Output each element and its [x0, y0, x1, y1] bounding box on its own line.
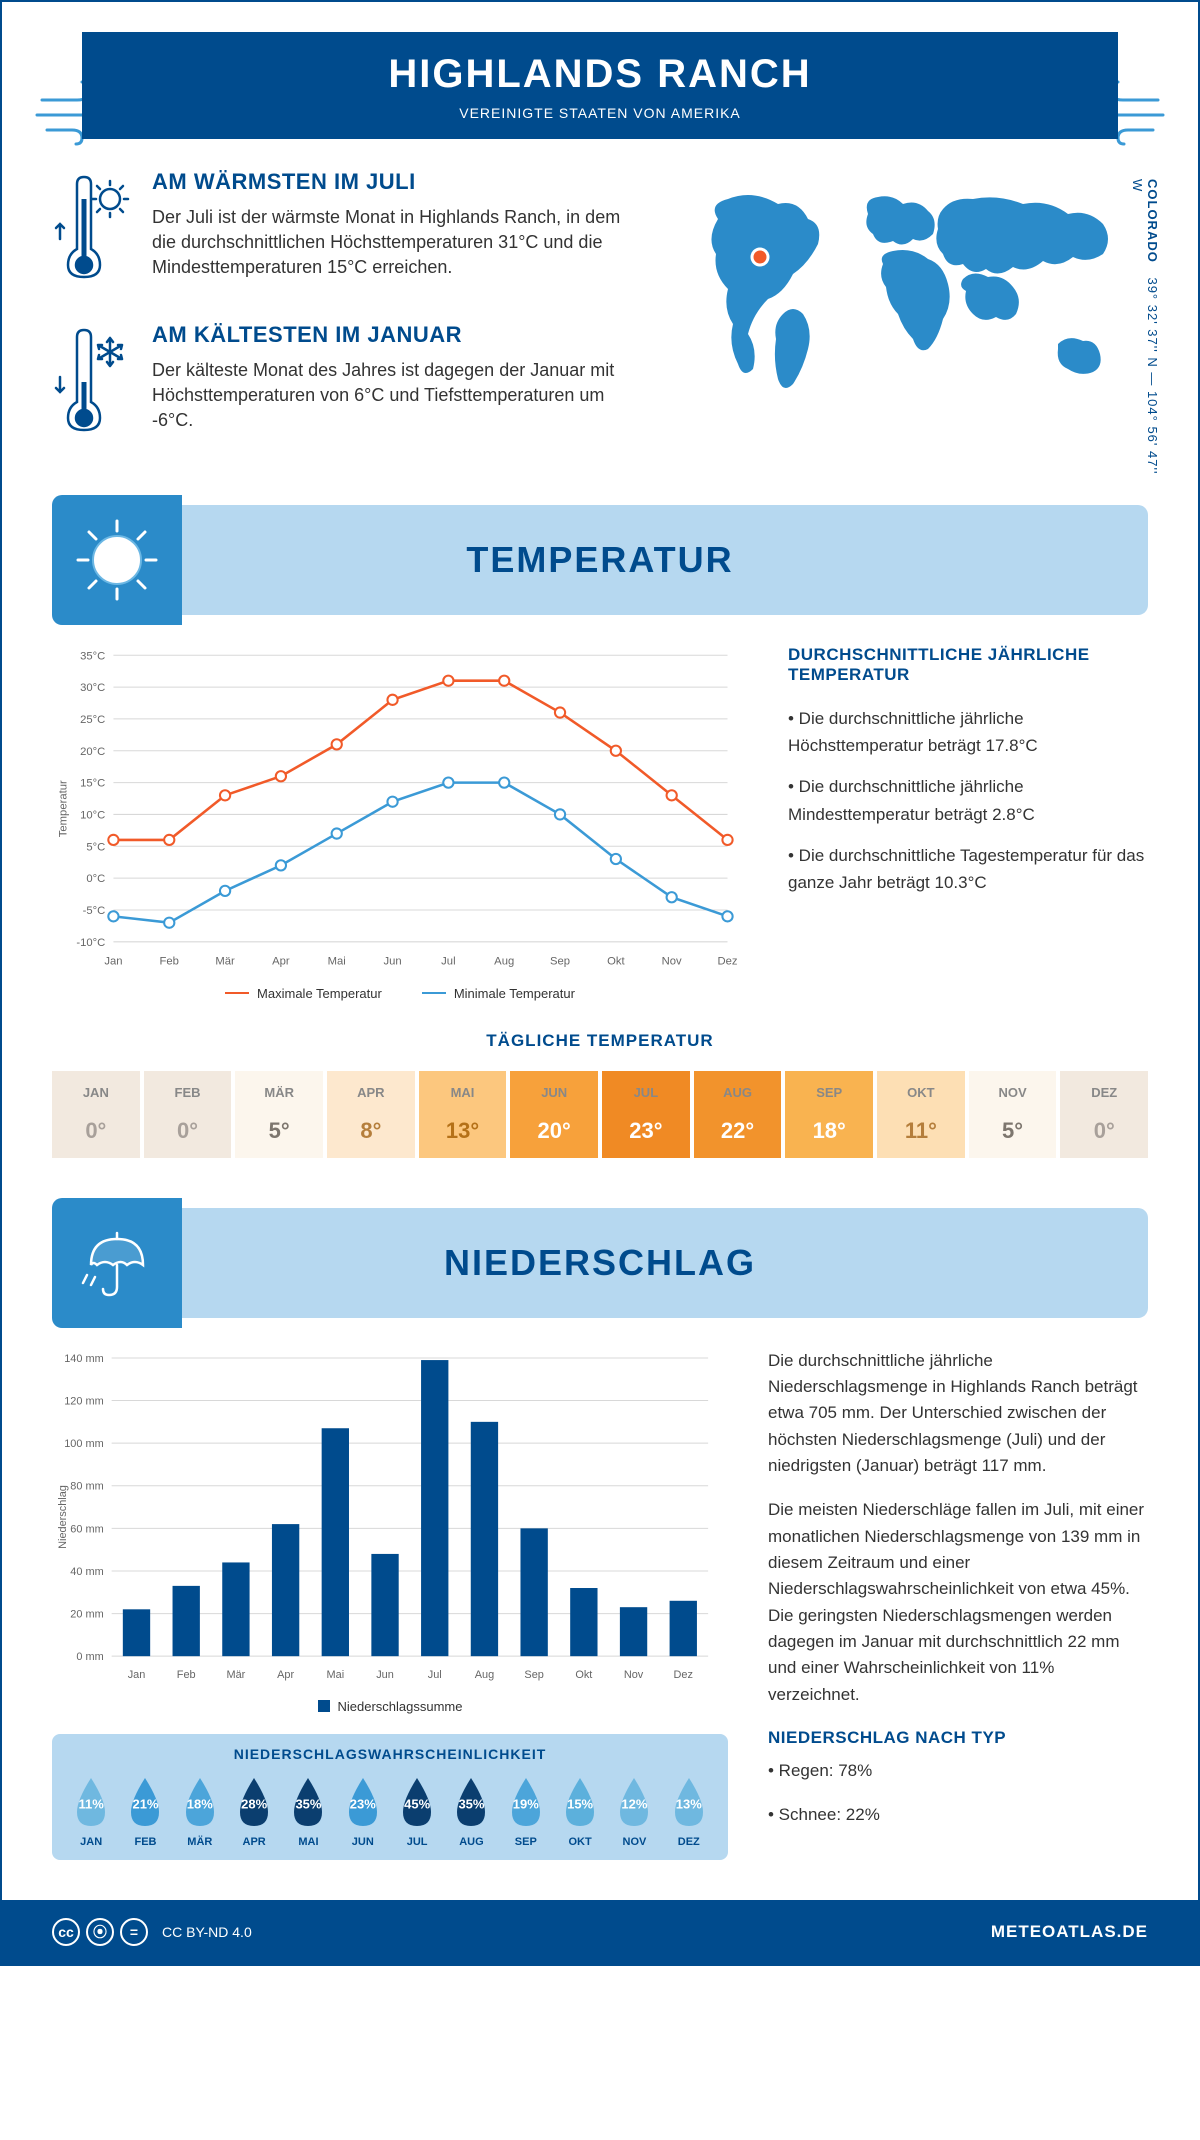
svg-text:60 mm: 60 mm [70, 1523, 103, 1535]
svg-text:Dez: Dez [674, 1669, 693, 1681]
svg-text:Jul: Jul [441, 955, 455, 967]
coordinates: COLORADO 39° 32' 37'' N — 104° 56' 47'' … [1130, 179, 1160, 475]
temp-cell: APR8° [327, 1071, 415, 1158]
probability-drop: 35%MAI [283, 1774, 333, 1848]
warmest-block: AM WÄRMSTEN IM JULI Der Juli ist der wär… [52, 169, 638, 294]
coldest-title: AM KÄLTESTEN IM JANUAR [152, 322, 638, 348]
precipitation-bar-chart: 0 mm 20 mm 40 mm 60 mm 80 mm 100 mm 120 mm 140 … [52, 1348, 728, 1714]
temperature-line-chart: -10°C -5°C 0°C 5°C 10°C 15°C 20°C 25°C 30°C 35°C J… [52, 645, 748, 1001]
svg-text:Sep: Sep [550, 955, 570, 967]
license-text: CC BY-ND 4.0 [162, 1924, 252, 1940]
svg-text:30°C: 30°C [80, 682, 105, 694]
probability-drop: 15%OKT [555, 1774, 605, 1848]
svg-text:Jun: Jun [383, 955, 401, 967]
svg-text:20 mm: 20 mm [70, 1608, 103, 1620]
svg-text:Sep: Sep [524, 1669, 543, 1681]
temp-cell: MÄR5° [235, 1071, 323, 1158]
svg-text:Aug: Aug [494, 955, 514, 967]
svg-text:-5°C: -5°C [83, 905, 106, 917]
svg-text:Okt: Okt [607, 955, 625, 967]
probability-drop: 23%JUN [338, 1774, 388, 1848]
svg-text:Jan: Jan [104, 955, 122, 967]
temp-cell: SEP18° [785, 1071, 873, 1158]
svg-text:40 mm: 40 mm [70, 1565, 103, 1577]
temp-cell: OKT11° [877, 1071, 965, 1158]
temp-cell: FEB0° [144, 1071, 232, 1158]
world-map [668, 169, 1148, 409]
svg-text:Aug: Aug [475, 1669, 494, 1681]
warmest-text: Der Juli ist der wärmste Monat in Highla… [152, 205, 638, 281]
page-subtitle: VEREINIGTE STAATEN VON AMERIKA [82, 105, 1118, 121]
svg-text:0 mm: 0 mm [76, 1651, 103, 1663]
svg-text:0°C: 0°C [86, 873, 105, 885]
svg-text:15°C: 15°C [80, 778, 105, 790]
probability-drop: 45%JUL [392, 1774, 442, 1848]
svg-text:10°C: 10°C [80, 810, 105, 822]
svg-text:Nov: Nov [624, 1669, 644, 1681]
temp-cell: JUN20° [510, 1071, 598, 1158]
temp-cell: DEZ0° [1060, 1071, 1148, 1158]
temp-cell: NOV5° [969, 1071, 1057, 1158]
probability-drop: 28%APR [229, 1774, 279, 1848]
thermometer-cold-icon [52, 322, 132, 442]
coldest-block: AM KÄLTESTEN IM JANUAR Der kälteste Mona… [52, 322, 638, 447]
warmest-title: AM WÄRMSTEN IM JULI [152, 169, 638, 195]
svg-text:80 mm: 80 mm [70, 1480, 103, 1492]
probability-drop: 35%AUG [446, 1774, 496, 1848]
precipitation-text: Die durchschnittliche jährliche Niedersc… [768, 1348, 1148, 1860]
precipitation-probability: NIEDERSCHLAGSWAHRSCHEINLICHKEIT 11%JAN21… [52, 1734, 728, 1860]
temp-cell: JAN0° [52, 1071, 140, 1158]
page-footer: cc⦿= CC BY-ND 4.0 METEOATLAS.DE [2, 1900, 1198, 1964]
temp-cell: JUL23° [602, 1071, 690, 1158]
temperature-section-header: TEMPERATUR [52, 505, 1148, 615]
svg-text:35°C: 35°C [80, 650, 105, 662]
svg-text:Mai: Mai [328, 955, 346, 967]
coldest-text: Der kälteste Monat des Jahres ist dagege… [152, 358, 638, 434]
precipitation-legend: Niederschlagssumme [52, 1699, 728, 1714]
temp-cell: MAI13° [419, 1071, 507, 1158]
svg-text:Niederschlag: Niederschlag [57, 1485, 69, 1549]
probability-drop: 19%SEP [501, 1774, 551, 1848]
svg-text:Apr: Apr [277, 1669, 294, 1681]
page-header: HIGHLANDS RANCH VEREINIGTE STAATEN VON A… [82, 32, 1118, 139]
probability-drop: 12%NOV [609, 1774, 659, 1848]
svg-text:Dez: Dez [718, 955, 738, 967]
svg-text:Mär: Mär [227, 1669, 246, 1681]
svg-text:5°C: 5°C [86, 841, 105, 853]
svg-text:-10°C: -10°C [76, 937, 105, 949]
svg-text:Temperatur: Temperatur [57, 780, 69, 837]
page-title: HIGHLANDS RANCH [82, 52, 1118, 97]
svg-text:Feb: Feb [177, 1669, 196, 1681]
probability-drop: 13%DEZ [664, 1774, 714, 1848]
temp-cell: AUG22° [694, 1071, 782, 1158]
thermometer-hot-icon [52, 169, 132, 289]
umbrella-icon [77, 1223, 157, 1303]
temperature-summary: DURCHSCHNITTLICHE JÄHRLICHE TEMPERATUR •… [788, 645, 1148, 1001]
svg-text:Okt: Okt [575, 1669, 592, 1681]
daily-temperature-table: TÄGLICHE TEMPERATUR JAN0°FEB0°MÄR5°APR8°… [52, 1031, 1148, 1158]
sun-icon [72, 515, 162, 605]
svg-text:Jan: Jan [128, 1669, 146, 1681]
svg-text:20°C: 20°C [80, 746, 105, 758]
site-name: METEOATLAS.DE [991, 1922, 1148, 1942]
svg-text:120 mm: 120 mm [64, 1395, 103, 1407]
svg-text:Nov: Nov [662, 955, 682, 967]
probability-drop: 18%MÄR [175, 1774, 225, 1848]
svg-text:140 mm: 140 mm [64, 1352, 103, 1364]
svg-text:Jul: Jul [428, 1669, 442, 1681]
svg-text:Apr: Apr [272, 955, 290, 967]
probability-drop: 21%FEB [120, 1774, 170, 1848]
precipitation-section-header: NIEDERSCHLAG [52, 1208, 1148, 1318]
svg-text:Mär: Mär [215, 955, 235, 967]
probability-drop: 11%JAN [66, 1774, 116, 1848]
svg-text:Feb: Feb [160, 955, 179, 967]
svg-text:Jun: Jun [376, 1669, 394, 1681]
temperature-legend: Maximale Temperatur Minimale Temperatur [52, 986, 748, 1001]
cc-icons: cc⦿= [52, 1918, 148, 1946]
svg-text:100 mm: 100 mm [64, 1438, 103, 1450]
svg-text:25°C: 25°C [80, 714, 105, 726]
svg-text:Mai: Mai [327, 1669, 345, 1681]
